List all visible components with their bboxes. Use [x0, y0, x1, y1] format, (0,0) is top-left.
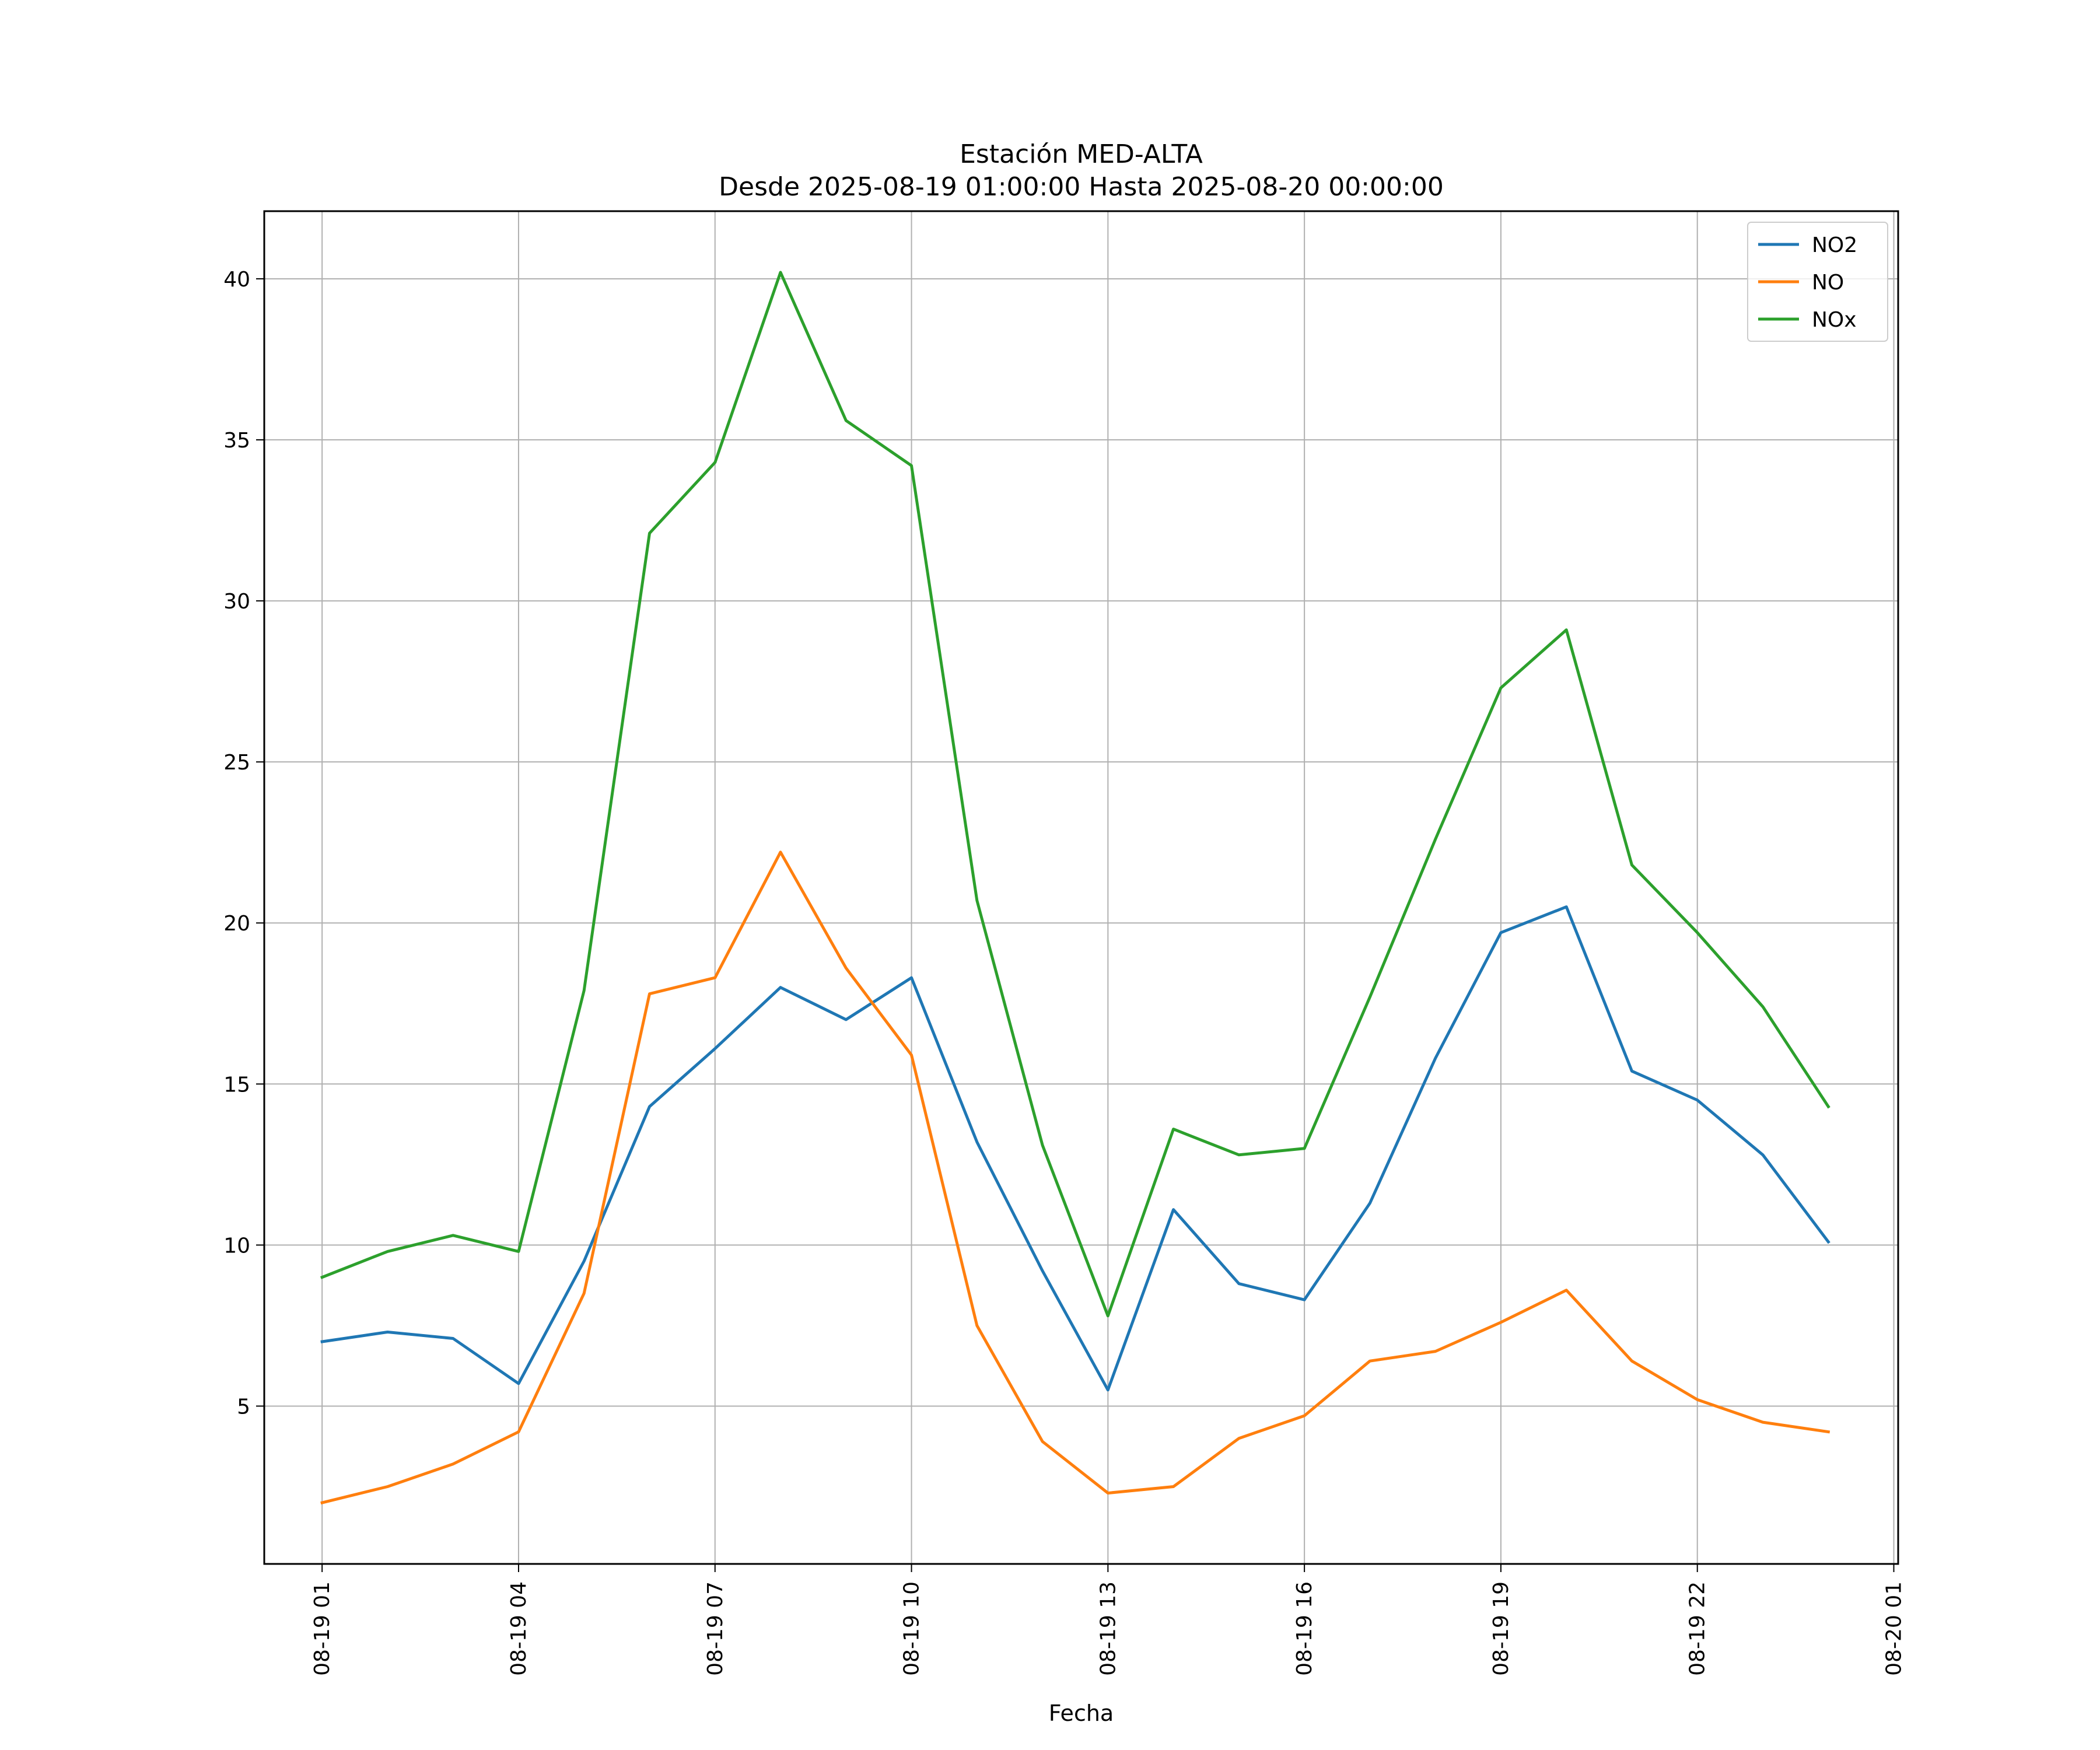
x-tick-label: 08-19 10 [900, 1581, 924, 1676]
legend-label-nox: NOx [1812, 308, 1857, 332]
legend-label-no2: NO2 [1812, 233, 1857, 257]
series-lines [320, 271, 1831, 1505]
y-tick-label: 30 [223, 590, 250, 614]
y-tick-label: 40 [223, 268, 250, 292]
chart-title: Estación MED-ALTA [960, 139, 1203, 169]
series-line-no2 [320, 905, 1831, 1392]
x-tick-label: 08-19 22 [1686, 1581, 1710, 1676]
chart-subtitle: Desde 2025-08-19 01:00:00 Hasta 2025-08-… [719, 172, 1444, 202]
x-tick-label: 08-20 01 [1882, 1581, 1906, 1676]
x-axis-label: Fecha [1049, 1700, 1114, 1726]
y-tick-label: 20 [223, 912, 250, 936]
legend: NO2 NO NOx [1747, 222, 1888, 342]
x-tick-label: 08-19 07 [704, 1581, 727, 1676]
y-tick-label: 15 [223, 1073, 250, 1097]
series-line-nox [320, 271, 1831, 1318]
series-line-no [320, 850, 1831, 1505]
x-tick-label: 08-19 13 [1096, 1581, 1120, 1676]
x-tick-label: 08-19 04 [507, 1581, 531, 1676]
y-tick-label: 10 [223, 1234, 250, 1258]
axis-ticks: 08-19 01 08-19 04 08-19 07 08-19 10 08-19 13… [223, 268, 1906, 1676]
x-tick-label: 08-19 19 [1489, 1581, 1513, 1676]
y-tick-label: 35 [223, 429, 250, 453]
legend-box [1747, 222, 1888, 342]
y-tick-label: 5 [237, 1395, 250, 1419]
x-tick-label: 08-19 16 [1293, 1581, 1317, 1676]
legend-label-no: NO [1812, 271, 1844, 295]
plot-frame [263, 210, 1899, 1565]
y-tick-label: 25 [223, 751, 250, 775]
x-tick-label: 08-19 01 [310, 1581, 334, 1676]
